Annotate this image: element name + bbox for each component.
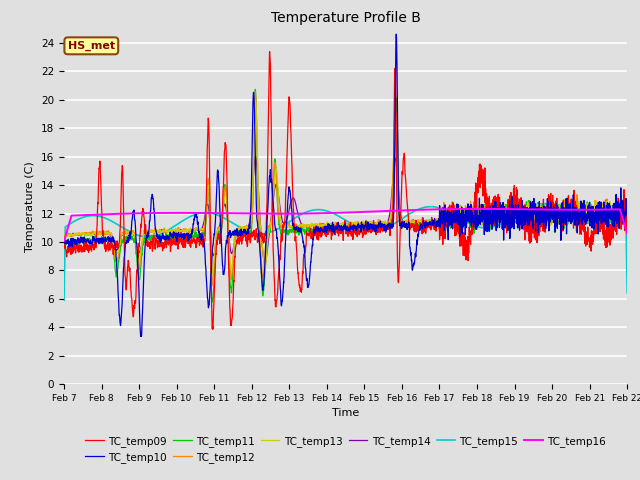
TC_temp09 xyxy=(60,245,68,251)
TC_temp10 xyxy=(158,235,166,240)
TC_temp11 xyxy=(158,236,166,242)
TC_temp13 xyxy=(276,215,284,220)
TC_temp13 xyxy=(552,205,559,211)
TC_temp12 xyxy=(276,224,284,229)
Line: TC_temp11: TC_temp11 xyxy=(64,89,627,302)
TC_temp16 xyxy=(623,231,631,237)
TC_temp11 xyxy=(301,231,308,237)
TC_temp09 xyxy=(623,208,631,214)
TC_temp12 xyxy=(209,282,216,288)
TC_temp15 xyxy=(301,210,308,216)
TC_temp10 xyxy=(623,202,631,208)
TC_temp11 xyxy=(252,86,259,92)
TC_temp16 xyxy=(301,211,308,216)
TC_temp10 xyxy=(124,240,132,245)
TC_temp15 xyxy=(276,225,284,230)
TC_temp14 xyxy=(276,207,284,213)
TC_temp11 xyxy=(124,236,132,242)
TC_temp09 xyxy=(124,257,132,263)
TC_temp10 xyxy=(612,203,620,208)
TC_temp16 xyxy=(158,210,166,216)
TC_temp14 xyxy=(612,213,620,218)
TC_temp13 xyxy=(60,233,68,239)
TC_temp12 xyxy=(252,89,259,95)
TC_temp15 xyxy=(540,201,547,206)
Line: TC_temp12: TC_temp12 xyxy=(64,92,627,285)
TC_temp15 xyxy=(158,231,166,237)
Text: HS_met: HS_met xyxy=(68,41,115,51)
Line: TC_temp16: TC_temp16 xyxy=(64,209,627,241)
TC_temp09 xyxy=(209,326,217,332)
TC_temp14 xyxy=(552,208,559,214)
TC_temp10 xyxy=(138,334,145,339)
TC_temp14 xyxy=(261,260,269,266)
TC_temp16 xyxy=(124,211,132,216)
TC_temp15 xyxy=(623,290,631,296)
TC_temp13 xyxy=(124,229,132,235)
TC_temp11 xyxy=(623,220,631,226)
TC_temp12 xyxy=(124,228,132,234)
TC_temp12 xyxy=(60,233,68,239)
TC_temp16 xyxy=(552,207,559,213)
TC_temp13 xyxy=(612,208,620,214)
TC_temp16 xyxy=(612,206,620,212)
Line: TC_temp10: TC_temp10 xyxy=(64,34,627,336)
TC_temp12 xyxy=(301,223,308,228)
Y-axis label: Temperature (C): Temperature (C) xyxy=(26,161,35,252)
TC_temp09 xyxy=(158,240,166,246)
Line: TC_temp15: TC_temp15 xyxy=(64,204,627,300)
TC_temp09 xyxy=(301,244,308,250)
Line: TC_temp09: TC_temp09 xyxy=(64,52,627,329)
TC_temp16 xyxy=(475,206,483,212)
TC_temp13 xyxy=(301,224,308,229)
TC_temp11 xyxy=(60,238,68,243)
TC_temp09 xyxy=(276,252,284,258)
TC_temp11 xyxy=(612,207,620,213)
TC_temp10 xyxy=(552,224,559,230)
TC_temp13 xyxy=(158,229,166,235)
X-axis label: Time: Time xyxy=(332,408,359,418)
TC_temp11 xyxy=(552,224,559,229)
TC_temp13 xyxy=(623,216,631,222)
Line: TC_temp13: TC_temp13 xyxy=(64,100,627,274)
TC_temp13 xyxy=(252,97,259,103)
TC_temp14 xyxy=(252,154,259,159)
TC_temp15 xyxy=(612,216,620,222)
TC_temp09 xyxy=(266,49,273,55)
TC_temp10 xyxy=(392,31,400,37)
TC_temp16 xyxy=(60,239,68,244)
TC_temp11 xyxy=(276,228,284,233)
TC_temp15 xyxy=(552,204,559,209)
TC_temp12 xyxy=(158,229,166,235)
TC_temp13 xyxy=(209,271,216,276)
TC_temp14 xyxy=(60,232,68,238)
TC_temp14 xyxy=(158,227,166,233)
TC_temp14 xyxy=(124,228,132,234)
TC_temp14 xyxy=(301,223,308,229)
TC_temp15 xyxy=(124,228,132,234)
TC_temp12 xyxy=(612,205,620,211)
TC_temp12 xyxy=(623,207,631,213)
TC_temp14 xyxy=(623,210,631,216)
TC_temp11 xyxy=(209,299,216,305)
Legend: TC_temp09, TC_temp10, TC_temp11, TC_temp12, TC_temp13, TC_temp14, TC_temp15, TC_: TC_temp09, TC_temp10, TC_temp11, TC_temp… xyxy=(81,432,611,467)
TC_temp09 xyxy=(612,220,620,226)
TC_temp10 xyxy=(276,283,284,289)
Line: TC_temp14: TC_temp14 xyxy=(64,156,627,263)
TC_temp12 xyxy=(552,209,559,215)
TC_temp16 xyxy=(276,211,284,216)
TC_temp09 xyxy=(552,200,559,206)
TC_temp10 xyxy=(301,247,308,253)
TC_temp10 xyxy=(60,238,68,243)
TC_temp15 xyxy=(60,298,68,303)
Title: Temperature Profile B: Temperature Profile B xyxy=(271,11,420,25)
